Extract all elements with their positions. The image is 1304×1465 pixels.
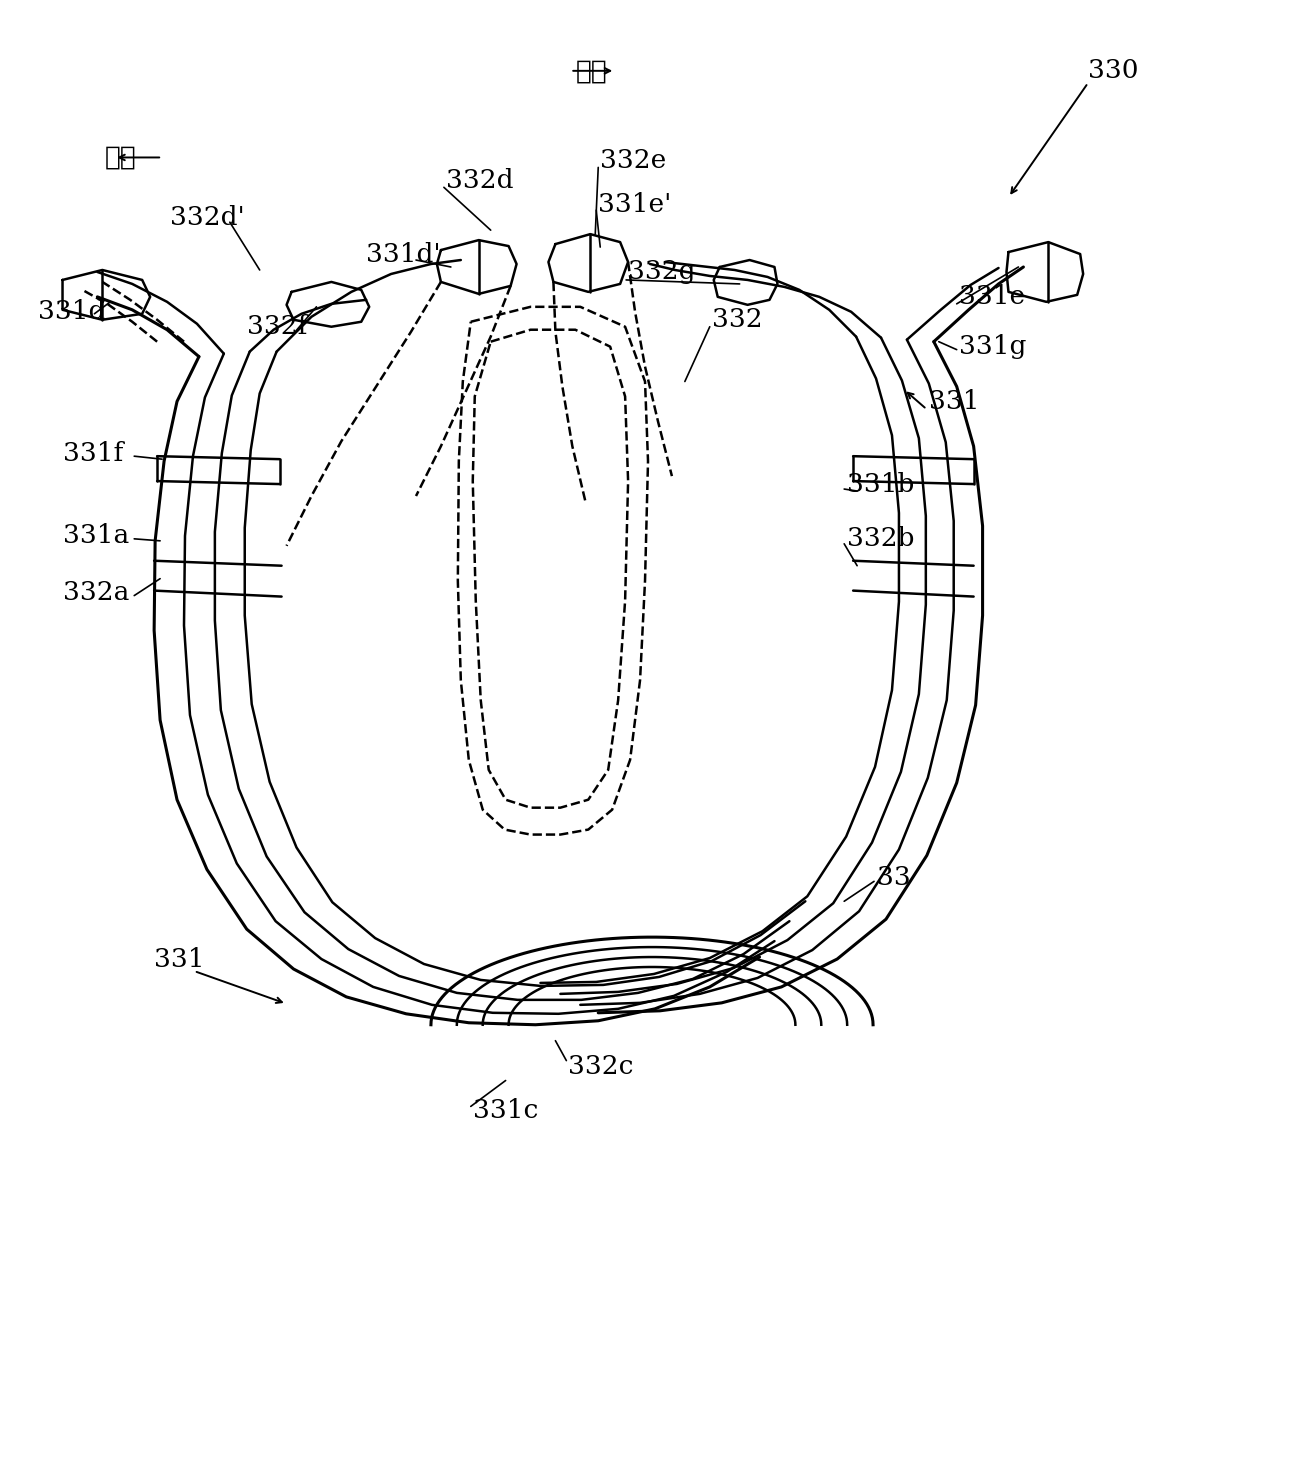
Text: 332b: 332b: [848, 526, 914, 551]
Text: 331d: 331d: [38, 299, 106, 324]
Text: 332f: 332f: [246, 314, 308, 340]
Text: 331: 331: [154, 946, 205, 971]
Text: 332: 332: [712, 308, 763, 333]
Text: 332g: 332g: [629, 259, 696, 284]
Text: 331d': 331d': [366, 242, 441, 267]
Text: 331f: 331f: [63, 441, 123, 466]
Text: 331e': 331e': [599, 192, 672, 217]
Text: 331c: 331c: [473, 1097, 539, 1122]
Text: 331g: 331g: [958, 334, 1026, 359]
Text: 332a: 332a: [63, 580, 129, 605]
Text: 33: 33: [878, 864, 910, 889]
Text: 332d': 332d': [170, 205, 245, 230]
Text: 332e: 332e: [600, 148, 666, 173]
Text: 外部: 外部: [575, 59, 608, 84]
Text: 332c: 332c: [569, 1055, 634, 1080]
Text: 331: 331: [928, 388, 979, 415]
Text: 内部: 内部: [104, 145, 136, 170]
Text: 332d: 332d: [446, 168, 514, 193]
Text: 331b: 331b: [848, 472, 914, 497]
Text: 331a: 331a: [63, 523, 129, 548]
Text: 331e: 331e: [958, 284, 1025, 309]
Text: 330: 330: [1088, 59, 1138, 84]
